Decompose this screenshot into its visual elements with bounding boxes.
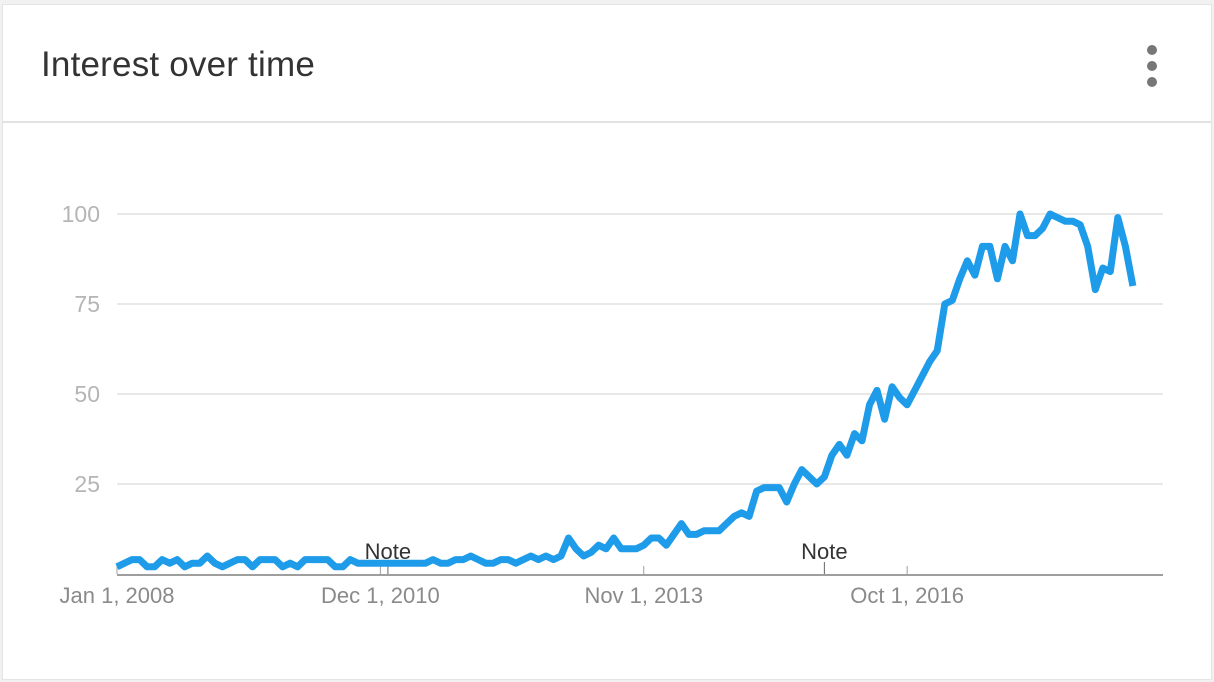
note-label: Note — [801, 539, 847, 564]
more-vert-icon[interactable] — [1137, 43, 1167, 89]
x-tick-label: Oct 1, 2016 — [850, 583, 964, 608]
x-tick-label: Jan 1, 2008 — [60, 583, 175, 608]
y-tick-label: 75 — [74, 291, 100, 317]
card-header: Interest over time — [3, 5, 1211, 123]
series-line — [115, 210, 1137, 571]
interest-over-time-card: Interest over time — [2, 4, 1212, 680]
menu-dot — [1147, 77, 1157, 87]
menu-dot — [1147, 61, 1157, 71]
y-tick-label: 50 — [74, 381, 100, 407]
x-tick-label: Nov 1, 2013 — [584, 583, 703, 608]
y-tick-label: 100 — [62, 201, 100, 227]
card-title: Interest over time — [41, 45, 315, 84]
y-tick-label: 25 — [74, 471, 100, 497]
x-tick-label: Dec 1, 2010 — [321, 583, 440, 608]
menu-dot — [1147, 45, 1157, 55]
